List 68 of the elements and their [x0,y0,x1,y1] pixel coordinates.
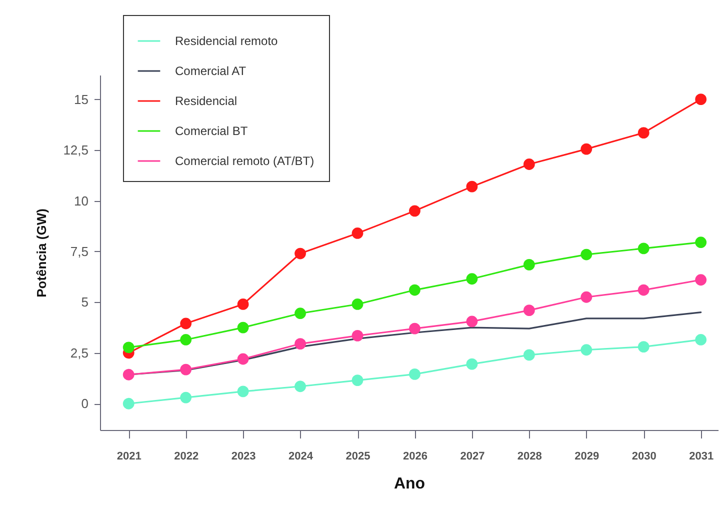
x-tick-label: 2024 [288,450,314,462]
point [523,258,535,270]
point [237,322,249,334]
x-tick-label: 2030 [632,450,656,462]
legend-label: Comercial remoto (AT/BT) [175,154,314,168]
x-tick-label: 2026 [402,450,428,462]
point [180,334,192,346]
point [695,236,707,248]
y-tick-label: 7,5 [70,244,88,259]
point [638,127,650,139]
point [638,341,650,353]
y-tick-label: 12,5 [63,142,88,158]
legend-label: Residencial remoto [175,34,278,48]
point [523,349,535,361]
point [294,380,306,392]
point [695,94,707,106]
y-tick-label: 15 [74,92,88,107]
point [409,205,420,217]
x-tick-label: 2028 [517,450,542,462]
point [466,316,478,328]
x-tick-label: 2031 [689,450,714,462]
y-tick-label: 10 [74,193,88,208]
point [122,398,134,410]
point [294,248,306,260]
x-tick-label: 2027 [460,450,485,462]
point [580,291,592,303]
point [237,353,249,365]
point [466,273,478,285]
x-tick-label: 2023 [231,450,256,462]
point [180,392,192,404]
point [352,228,364,239]
point [409,322,420,334]
point [409,284,420,296]
point [580,344,592,356]
point [122,342,134,354]
point [466,180,478,192]
y-tick-label: 0 [81,396,88,412]
point [352,298,364,310]
x-axis-title: Ano [394,476,426,492]
x-tick-label: 2021 [116,450,142,462]
y-axis-title: Potência (GW) [34,208,50,298]
point [180,364,192,376]
x-tick-label: 2029 [574,450,600,462]
point [523,158,535,170]
point [237,386,249,398]
point [638,242,650,254]
point [352,330,364,342]
point [695,274,707,286]
point [580,143,592,155]
point [580,248,592,260]
point [237,298,249,310]
y-tick-label: 5 [81,294,88,310]
point [294,338,306,350]
point [695,334,707,346]
point [180,318,192,330]
y-tick-label: 2,5 [70,345,88,360]
x-tick-label: 2025 [346,450,370,462]
legend-label: Residencial [175,94,238,108]
x-tick-label: 2022 [174,450,199,462]
point [638,284,650,296]
legend-label: Comercial BT [175,124,248,138]
legend-label: Comercial AT [175,64,247,78]
point [409,368,420,380]
point [523,304,535,316]
point [466,358,478,370]
point [294,308,306,320]
point [352,374,364,386]
point [122,368,134,380]
